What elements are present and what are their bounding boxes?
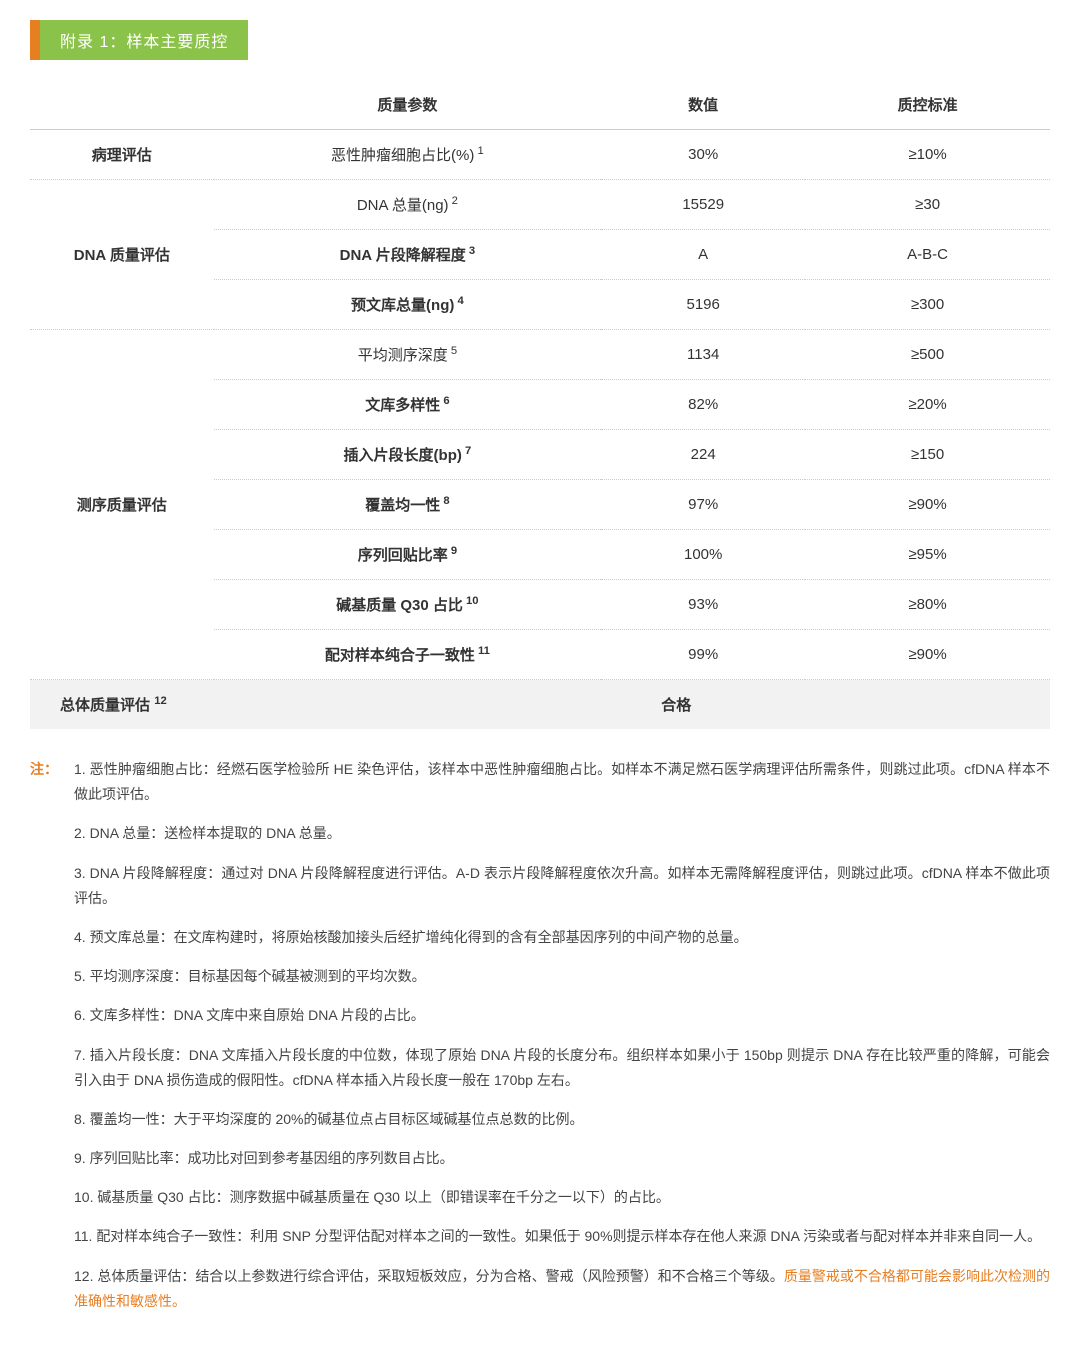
table-row: DNA 质量评估DNA 总量(ng) 215529≥30 bbox=[30, 180, 1050, 230]
standard-cell: ≥30 bbox=[805, 180, 1050, 230]
note-item: 11. 配对样本纯合子一致性：利用 SNP 分型评估配对样本之间的一致性。如果低… bbox=[74, 1224, 1050, 1249]
standard-cell: ≥95% bbox=[805, 530, 1050, 580]
table-row: 测序质量评估平均测序深度 51134≥500 bbox=[30, 330, 1050, 380]
standard-cell: ≥500 bbox=[805, 330, 1050, 380]
param-cell: 序列回贴比率 9 bbox=[214, 530, 602, 580]
param-sup: 4 bbox=[454, 295, 463, 307]
param-cell: 覆盖均一性 8 bbox=[214, 480, 602, 530]
param-sup: 8 bbox=[440, 495, 449, 507]
notes-body: 1. 恶性肿瘤细胞占比：经燃石医学检验所 HE 染色评估，该样本中恶性肿瘤细胞占… bbox=[74, 757, 1050, 1314]
param-cell: 碱基质量 Q30 占比 10 bbox=[214, 580, 602, 630]
param-sup: 6 bbox=[440, 395, 449, 407]
note-item: 9. 序列回贴比率：成功比对回到参考基因组的序列数目占比。 bbox=[74, 1146, 1050, 1171]
param-text: 文库多样性 bbox=[365, 397, 440, 414]
col-header-param: 质量参数 bbox=[214, 80, 602, 130]
table-row: 病理评估恶性肿瘤细胞占比(%) 130%≥10% bbox=[30, 130, 1050, 180]
summary-sup: 12 bbox=[154, 695, 167, 707]
param-cell: 平均测序深度 5 bbox=[214, 330, 602, 380]
standard-cell: ≥150 bbox=[805, 430, 1050, 480]
param-sup: 7 bbox=[462, 445, 471, 457]
col-header-group bbox=[30, 80, 214, 130]
param-sup: 1 bbox=[474, 145, 483, 157]
note-item: 4. 预文库总量：在文库构建时，将原始核酸加接头后经扩增纯化得到的含有全部基因序… bbox=[74, 925, 1050, 950]
value-cell: 93% bbox=[601, 580, 805, 630]
note-text: 12. 总体质量评估：结合以上参数进行综合评估，采取短板效应，分为合格、警戒（风… bbox=[74, 1268, 784, 1284]
note-item: 12. 总体质量评估：结合以上参数进行综合评估，采取短板效应，分为合格、警戒（风… bbox=[74, 1264, 1050, 1314]
param-text: 配对样本纯合子一致性 bbox=[325, 647, 475, 664]
note-item: 5. 平均测序深度：目标基因每个碱基被测到的平均次数。 bbox=[74, 964, 1050, 989]
param-sup: 9 bbox=[448, 545, 457, 557]
param-sup: 3 bbox=[466, 245, 475, 257]
standard-cell: ≥90% bbox=[805, 630, 1050, 680]
value-cell: 100% bbox=[601, 530, 805, 580]
note-item: 1. 恶性肿瘤细胞占比：经燃石医学检验所 HE 染色评估，该样本中恶性肿瘤细胞占… bbox=[74, 757, 1050, 807]
section-header: 附录 1：样本主要质控 bbox=[30, 20, 1050, 60]
summary-label: 总体质量评估 bbox=[60, 697, 150, 714]
param-text: 碱基质量 Q30 占比 bbox=[336, 597, 463, 614]
note-item: 2. DNA 总量：送检样本提取的 DNA 总量。 bbox=[74, 821, 1050, 846]
summary-result: 合格 bbox=[601, 680, 1050, 730]
param-sup: 11 bbox=[475, 645, 490, 657]
param-sup: 10 bbox=[463, 595, 479, 607]
param-text: 恶性肿瘤细胞占比(%) bbox=[331, 147, 474, 164]
param-sup: 5 bbox=[448, 345, 457, 357]
param-text: 预文库总量(ng) bbox=[351, 297, 454, 314]
note-item: 3. DNA 片段降解程度：通过对 DNA 片段降解程度进行评估。A-D 表示片… bbox=[74, 861, 1050, 911]
notes-label: 注： bbox=[30, 757, 74, 782]
param-text: 序列回贴比率 bbox=[358, 547, 448, 564]
summary-label-cell: 总体质量评估 12 bbox=[30, 680, 601, 730]
section-title: 附录 1：样本主要质控 bbox=[40, 20, 248, 60]
param-cell: 恶性肿瘤细胞占比(%) 1 bbox=[214, 130, 602, 180]
param-cell: 配对样本纯合子一致性 11 bbox=[214, 630, 602, 680]
param-text: DNA 片段降解程度 bbox=[340, 247, 466, 264]
standard-cell: ≥20% bbox=[805, 380, 1050, 430]
value-cell: 15529 bbox=[601, 180, 805, 230]
qc-table: 质量参数 数值 质控标准 病理评估恶性肿瘤细胞占比(%) 130%≥10%DNA… bbox=[30, 80, 1050, 729]
group-label-cell: 病理评估 bbox=[30, 130, 214, 180]
group-label-cell: DNA 质量评估 bbox=[30, 180, 214, 330]
value-cell: 82% bbox=[601, 380, 805, 430]
value-cell: 224 bbox=[601, 430, 805, 480]
value-cell: 1134 bbox=[601, 330, 805, 380]
note-item: 6. 文库多样性：DNA 文库中来自原始 DNA 片段的占比。 bbox=[74, 1003, 1050, 1028]
header-accent-bar bbox=[30, 20, 40, 60]
value-cell: 30% bbox=[601, 130, 805, 180]
col-header-standard: 质控标准 bbox=[805, 80, 1050, 130]
standard-cell: ≥80% bbox=[805, 580, 1050, 630]
value-cell: A bbox=[601, 230, 805, 280]
table-header-row: 质量参数 数值 质控标准 bbox=[30, 80, 1050, 130]
param-cell: 预文库总量(ng) 4 bbox=[214, 280, 602, 330]
param-text: 平均测序深度 bbox=[358, 347, 448, 364]
param-text: 覆盖均一性 bbox=[365, 497, 440, 514]
note-item: 8. 覆盖均一性：大于平均深度的 20%的碱基位点占目标区域碱基位点总数的比例。 bbox=[74, 1107, 1050, 1132]
standard-cell: ≥300 bbox=[805, 280, 1050, 330]
note-item: 7. 插入片段长度：DNA 文库插入片段长度的中位数，体现了原始 DNA 片段的… bbox=[74, 1043, 1050, 1093]
param-cell: 文库多样性 6 bbox=[214, 380, 602, 430]
value-cell: 99% bbox=[601, 630, 805, 680]
value-cell: 97% bbox=[601, 480, 805, 530]
note-item: 10. 碱基质量 Q30 占比：测序数据中碱基质量在 Q30 以上（即错误率在千… bbox=[74, 1185, 1050, 1210]
value-cell: 5196 bbox=[601, 280, 805, 330]
param-sup: 2 bbox=[449, 195, 458, 207]
notes-section: 注： 1. 恶性肿瘤细胞占比：经燃石医学检验所 HE 染色评估，该样本中恶性肿瘤… bbox=[30, 757, 1050, 1314]
param-cell: DNA 片段降解程度 3 bbox=[214, 230, 602, 280]
standard-cell: A-B-C bbox=[805, 230, 1050, 280]
param-cell: DNA 总量(ng) 2 bbox=[214, 180, 602, 230]
col-header-value: 数值 bbox=[601, 80, 805, 130]
group-label-cell: 测序质量评估 bbox=[30, 330, 214, 680]
param-cell: 插入片段长度(bp) 7 bbox=[214, 430, 602, 480]
summary-row: 总体质量评估 12 合格 bbox=[30, 680, 1050, 730]
param-text: 插入片段长度(bp) bbox=[344, 447, 462, 464]
param-text: DNA 总量(ng) bbox=[357, 197, 449, 214]
standard-cell: ≥10% bbox=[805, 130, 1050, 180]
standard-cell: ≥90% bbox=[805, 480, 1050, 530]
